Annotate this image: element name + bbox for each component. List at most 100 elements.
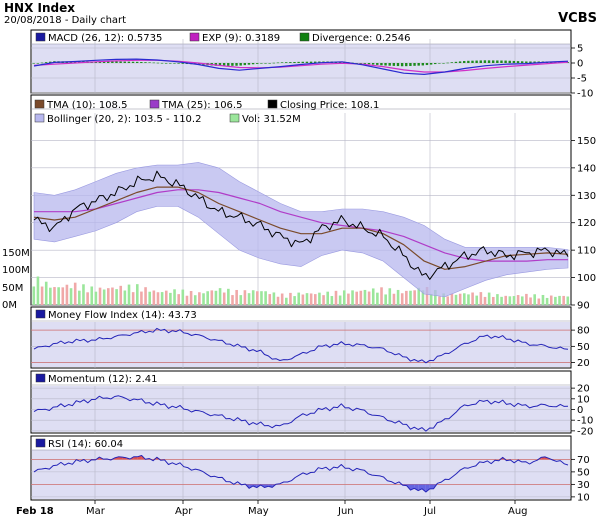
- volume-bar: [558, 295, 561, 305]
- divergence-bar: [487, 60, 491, 63]
- legend-label: TMA (10): 108.5: [46, 100, 127, 111]
- volume-bar: [500, 296, 503, 305]
- volume-bar: [516, 295, 520, 305]
- legend-swatch: [299, 32, 310, 42]
- volume-bar: [36, 276, 40, 305]
- divergence-bar: [160, 62, 164, 64]
- divergence-bar: [301, 61, 304, 63]
- volume-bar: [40, 286, 44, 305]
- divergence-bar: [135, 61, 139, 63]
- divergence-bar: [529, 61, 532, 63]
- divergence-bar: [44, 62, 48, 63]
- divergence-bar: [359, 63, 362, 64]
- volume-bar: [135, 284, 139, 305]
- volume-tick-label: 0M: [2, 300, 17, 311]
- volume-bar: [222, 292, 226, 305]
- legend-label: MACD (26, 12): 0.5735: [48, 33, 162, 44]
- y-tick-label: 50: [577, 467, 590, 478]
- momentum-line: [33, 395, 569, 432]
- volume-bar: [61, 287, 65, 305]
- volume-bar: [32, 286, 36, 305]
- legend-swatch: [35, 309, 46, 319]
- legend-label: RSI (14): 60.04: [48, 439, 123, 450]
- legend-label: Bollinger (20, 2): 103.5 - 110.2: [47, 114, 201, 125]
- divergence-bar: [363, 63, 367, 64]
- legend-swatch: [34, 113, 45, 123]
- divergence-bar: [111, 61, 114, 63]
- mfi-line: [33, 327, 569, 364]
- divergence-bar: [40, 62, 44, 64]
- volume-bar: [127, 284, 131, 305]
- volume-bar: [164, 290, 168, 305]
- volume-bar: [442, 293, 445, 305]
- volume-bar: [434, 289, 437, 305]
- volume-bar: [247, 293, 251, 305]
- y-tick-label: 150: [577, 136, 596, 147]
- divergence-bar: [264, 63, 267, 64]
- legend-strip: [32, 372, 570, 385]
- rsi-overbought-fill: [133, 456, 138, 460]
- divergence-bar: [198, 63, 201, 65]
- volume-bar: [86, 292, 89, 305]
- divergence-bar: [405, 63, 408, 67]
- volume-bar: [367, 291, 371, 305]
- divergence-bar: [434, 63, 437, 65]
- volume-bar: [409, 290, 412, 305]
- x-tick-label: Jun: [337, 506, 354, 517]
- chart-subtitle: 20/08/2018 - Daily chart: [4, 15, 127, 26]
- volume-bar: [508, 296, 512, 305]
- divergence-bar: [367, 63, 371, 65]
- rsi-oversold-fill: [422, 484, 426, 493]
- divergence-bar: [446, 62, 449, 64]
- y-tick-label: 110: [577, 246, 596, 257]
- volume-tick-label: 50M: [2, 283, 23, 294]
- volume-bar: [388, 288, 392, 305]
- divergence-bar: [309, 61, 313, 63]
- volume-bar: [98, 287, 102, 305]
- chart-title: HNX Index: [4, 1, 75, 15]
- legend-swatch: [35, 32, 46, 42]
- y-tick-label: -10: [577, 89, 593, 100]
- volume-bar: [458, 293, 462, 305]
- divergence-bar: [119, 61, 122, 63]
- volume-bar: [177, 294, 180, 305]
- volume-bar: [363, 289, 367, 305]
- divergence-bar: [496, 60, 499, 63]
- volume-bar: [334, 290, 338, 305]
- y-tick-label: 20: [577, 358, 590, 369]
- volume-bar: [359, 290, 363, 305]
- x-tick-label: Apr: [175, 506, 193, 517]
- divergence-bar: [173, 63, 176, 64]
- legend-swatch: [35, 438, 46, 448]
- divergence-bar: [123, 61, 126, 63]
- volume-bar: [533, 294, 536, 305]
- volume-bar: [280, 293, 284, 305]
- divergence-bar: [355, 63, 358, 64]
- divergence-bar: [396, 63, 400, 67]
- panel-price: 150 140 130 120 110 100 90 TMA (10): 108.5 TMA (…: [2, 94, 596, 312]
- volume-bar: [400, 293, 404, 305]
- x-axis: Feb 18 Mar Apr May Jun Jul Aug: [16, 500, 528, 517]
- volume-bar: [173, 289, 176, 305]
- divergence-bar: [491, 60, 495, 63]
- divergence-bar: [425, 63, 429, 66]
- volume-bar: [256, 291, 259, 305]
- divergence-bar: [463, 60, 466, 63]
- volume-bar: [152, 290, 156, 305]
- y-tick-label: 50: [577, 342, 590, 353]
- volume-bar: [463, 293, 466, 305]
- volume-bar: [491, 296, 495, 305]
- volume-bar: [351, 290, 354, 305]
- divergence-bar: [554, 61, 557, 63]
- legend-strip: [32, 437, 570, 450]
- volume-bar: [487, 292, 491, 305]
- volume-bar: [53, 287, 56, 305]
- volume-bar: [181, 289, 185, 305]
- volume-bar: [380, 287, 383, 305]
- divergence-bar: [218, 63, 222, 66]
- volume-bar: [144, 287, 147, 305]
- volume-bar: [520, 296, 524, 305]
- divergence-bar: [305, 61, 309, 63]
- volume-bar: [94, 291, 98, 305]
- volume-tick-label: 100M: [2, 265, 30, 276]
